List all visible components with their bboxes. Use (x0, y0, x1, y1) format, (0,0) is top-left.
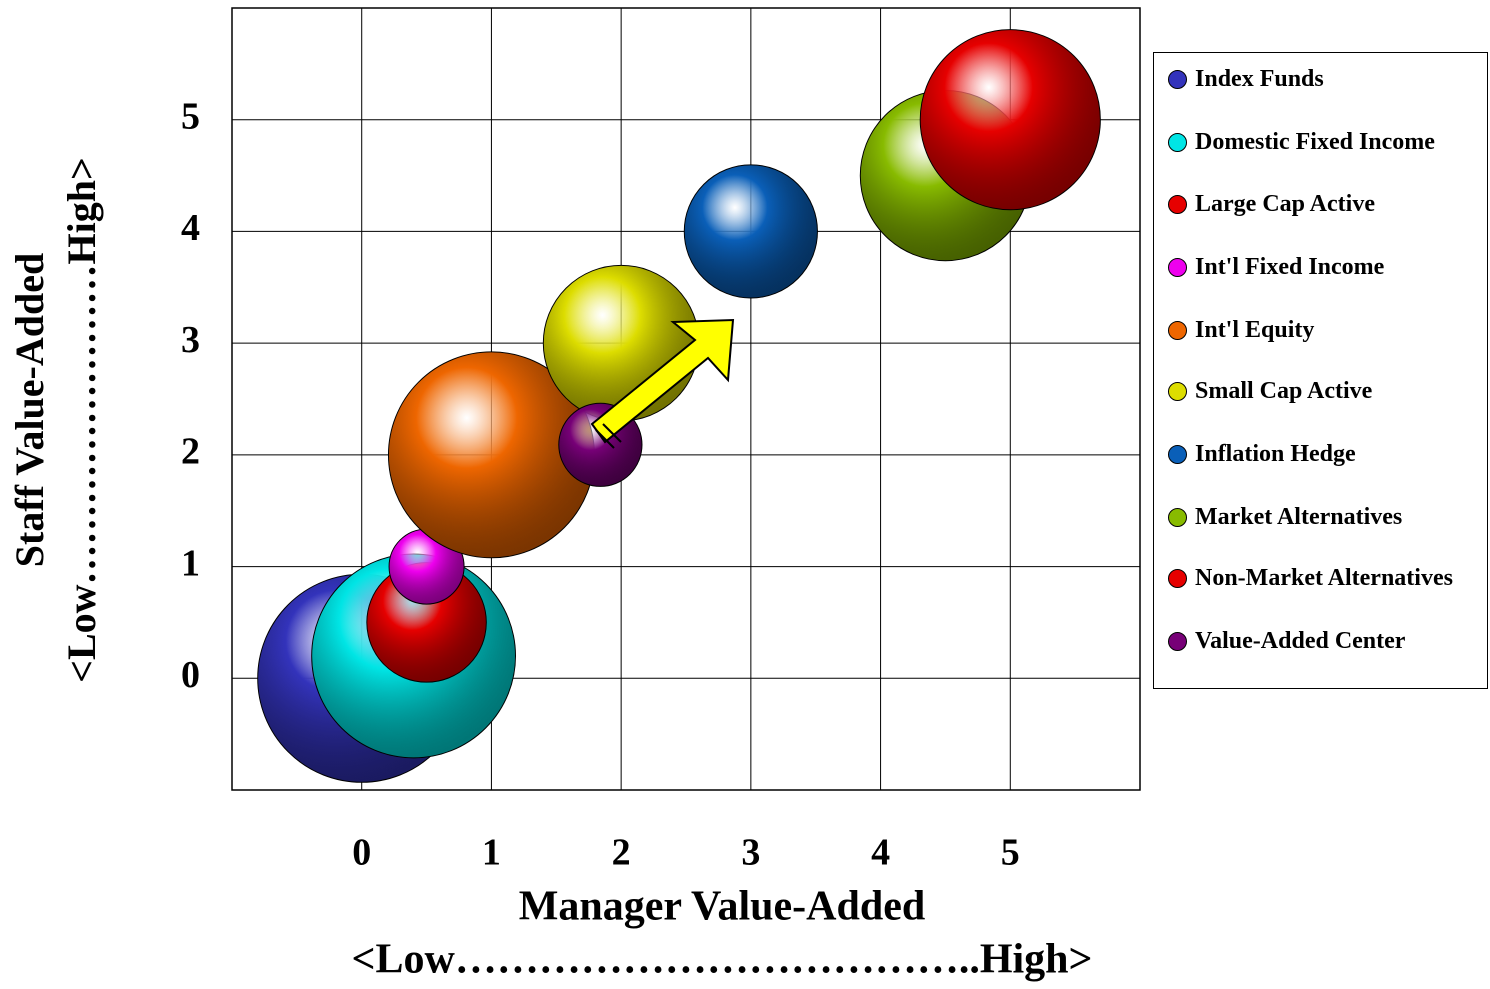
legend-item: Value-Added Center (1168, 625, 1485, 657)
legend-item: Large Cap Active (1168, 188, 1485, 220)
legend-swatch (1168, 569, 1187, 588)
arrow (590, 318, 735, 444)
legend: Index Funds Domestic Fixed Income Large Ca… (1153, 52, 1488, 689)
legend-item: Index Funds (1168, 63, 1485, 95)
y-tick-label: 4 (181, 207, 200, 249)
y-tick-label: 3 (181, 319, 200, 361)
legend-item: Int'l Equity (1168, 314, 1485, 346)
legend-swatch (1168, 445, 1187, 464)
arrow-stripe (595, 429, 615, 449)
y-tick-label: 0 (181, 654, 200, 696)
y-tick-label: 2 (181, 431, 200, 473)
legend-label: Value-Added Center (1195, 628, 1406, 654)
arrow-stripe (602, 423, 622, 443)
bubbles (257, 29, 1101, 783)
y-tick-label: 5 (181, 95, 200, 137)
legend-swatch (1168, 382, 1187, 401)
x-tick-label: 3 (741, 832, 760, 874)
legend-label: Non-Market Alternatives (1195, 565, 1453, 591)
y-axis-range: <Low……………………High> (59, 157, 104, 683)
legend-swatch (1168, 70, 1187, 89)
x-tick-label: 0 (352, 832, 371, 874)
legend-label: Index Funds (1195, 66, 1324, 92)
legend-swatch (1168, 321, 1187, 340)
legend-item: Int'l Fixed Income (1168, 251, 1485, 283)
legend-label: Int'l Equity (1195, 317, 1315, 343)
legend-swatch (1168, 258, 1187, 277)
legend-item: Non-Market Alternatives (1168, 562, 1485, 594)
legend-label: Domestic Fixed Income (1195, 129, 1435, 155)
x-tick-label: 1 (482, 832, 501, 874)
legend-item: Market Alternatives (1168, 501, 1485, 533)
legend-label: Inflation Hedge (1195, 441, 1356, 467)
x-tick-label: 4 (871, 832, 890, 874)
x-axis-range: <Low………………………………..High> (352, 937, 1093, 983)
y-tick-label: 1 (181, 542, 200, 584)
legend-swatch (1168, 195, 1187, 214)
x-tick-label: 2 (612, 832, 631, 874)
x-axis-title: Manager Value-Added (519, 884, 925, 930)
legend-swatch (1168, 508, 1187, 527)
legend-label: Small Cap Active (1195, 378, 1373, 404)
legend-item: Small Cap Active (1168, 375, 1485, 407)
legend-swatch (1168, 632, 1187, 651)
y-axis-title: Staff Value-Added (7, 253, 52, 568)
legend-label: Int'l Fixed Income (1195, 254, 1385, 280)
legend-label: Large Cap Active (1195, 191, 1375, 217)
legend-item: Inflation Hedge (1168, 438, 1485, 470)
x-tick-label: 5 (1001, 832, 1020, 874)
legend-swatch (1168, 133, 1187, 152)
legend-label: Market Alternatives (1195, 504, 1403, 530)
legend-item: Domestic Fixed Income (1168, 126, 1485, 158)
